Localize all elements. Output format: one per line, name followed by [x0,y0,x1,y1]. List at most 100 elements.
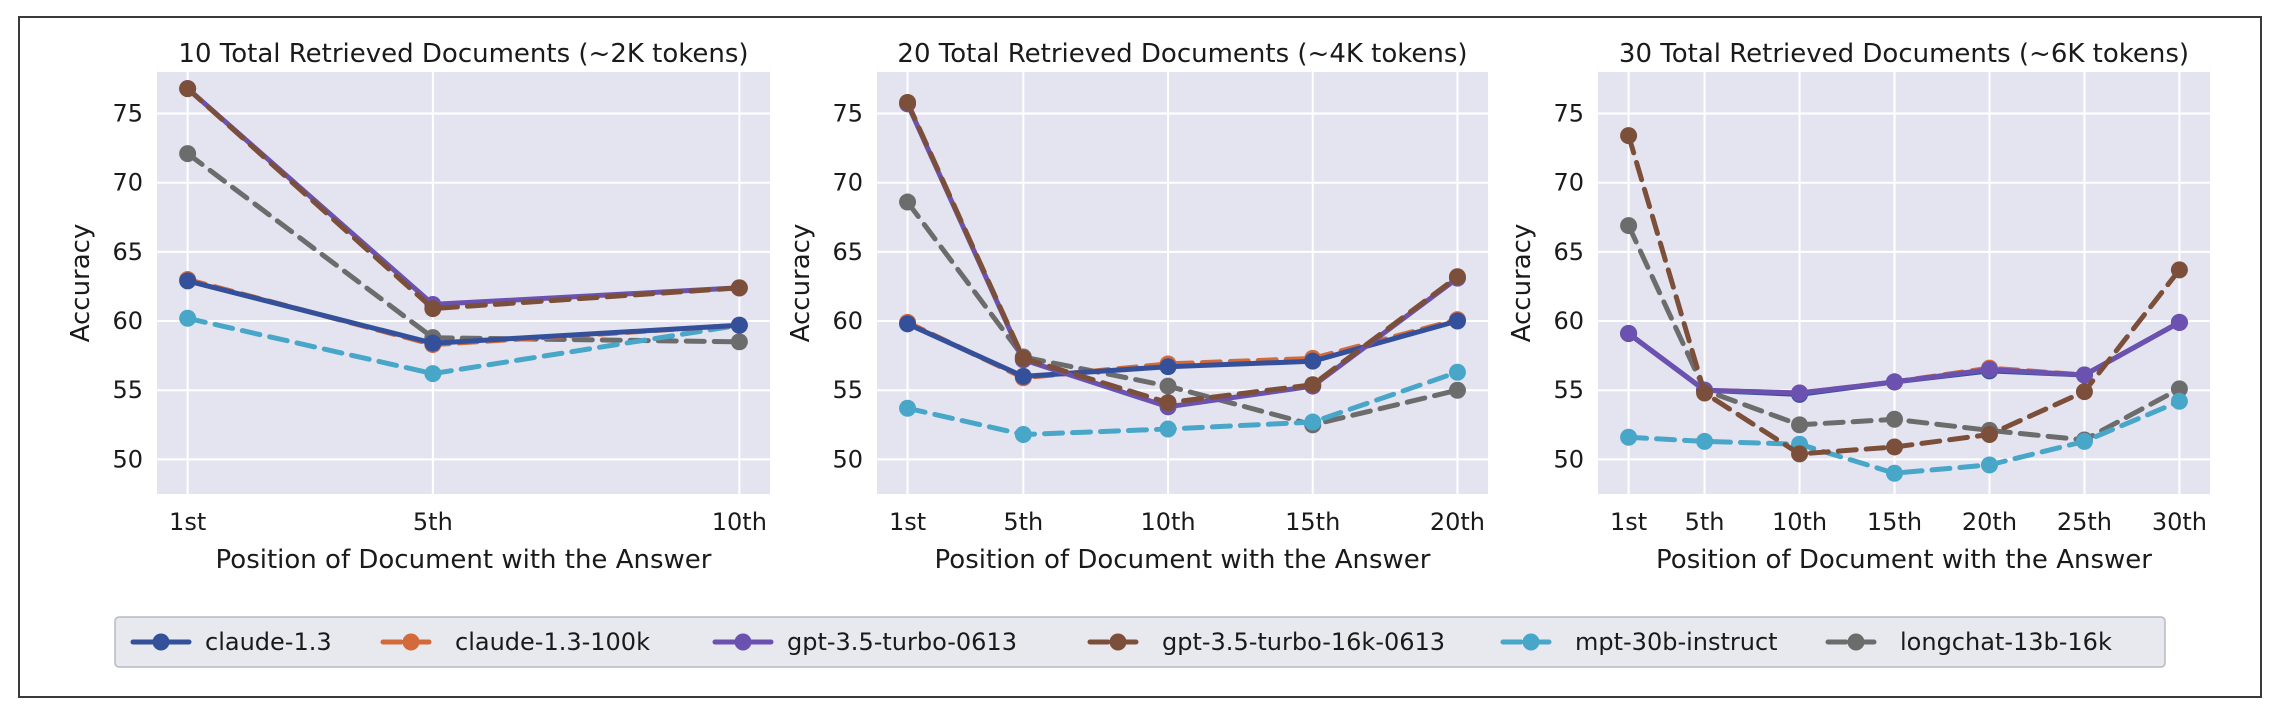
data-point-gpt-3-5-turbo-0613 [1886,373,1903,390]
data-point-longchat-13b-16k [1620,217,1637,234]
data-point-gpt-3-5-turbo-16k-0613 [179,80,196,97]
data-point-mpt-30b-instruct [1304,414,1321,431]
y-tick-label: 55 [1553,376,1584,404]
data-point-gpt-3-5-turbo-16k-0613 [1620,127,1637,144]
y-tick-label: 75 [832,100,863,128]
data-point-claude-1-3 [899,315,916,332]
legend-marker-mpt-30b-instruct [1523,634,1540,651]
x-tick-label: 15th [1867,508,1922,536]
data-point-claude-1-3 [1015,368,1032,385]
y-tick-label: 55 [832,376,863,404]
data-point-longchat-13b-16k [1886,411,1903,428]
data-point-gpt-3-5-turbo-16k-0613 [2171,261,2188,278]
data-point-mpt-30b-instruct [1015,426,1032,443]
y-tick-label: 70 [112,169,143,197]
x-tick-label: 1st [169,508,206,536]
data-point-mpt-30b-instruct [1620,429,1637,446]
data-point-claude-1-3 [179,272,196,289]
x-axis-label: Position of Document with the Answer [935,545,1431,575]
x-tick-label: 5th [1685,508,1725,536]
data-point-mpt-30b-instruct [1160,420,1177,437]
data-point-longchat-13b-16k [1791,416,1808,433]
panel-title: 10 Total Retrieved Documents (~2K tokens… [178,39,748,69]
data-point-gpt-3-5-turbo-0613 [1791,384,1808,401]
y-tick-label: 65 [1553,238,1584,266]
data-point-gpt-3-5-turbo-16k-0613 [899,94,916,111]
data-point-longchat-13b-16k [1160,378,1177,395]
data-point-gpt-3-5-turbo-16k-0613 [1160,394,1177,411]
legend-marker-gpt-3-5-turbo-16k-0613 [1110,634,1127,651]
x-tick-label: 10th [712,508,767,536]
y-tick-label: 75 [1553,100,1584,128]
data-point-mpt-30b-instruct [1886,465,1903,482]
x-axis-label: Position of Document with the Answer [216,545,712,575]
y-axis-label: Accuracy [786,224,816,343]
data-point-mpt-30b-instruct [1981,456,1998,473]
data-point-mpt-30b-instruct [2076,433,2093,450]
data-point-gpt-3-5-turbo-0613 [1620,325,1637,342]
y-tick-label: 60 [832,307,863,335]
y-tick-label: 60 [112,307,143,335]
y-tick-label: 65 [832,238,863,266]
data-point-mpt-30b-instruct [179,310,196,327]
x-tick-label: 5th [1003,508,1043,536]
data-point-claude-1-3 [1304,353,1321,370]
plot-background [1598,72,2210,494]
y-tick-label: 75 [112,100,143,128]
data-point-gpt-3-5-turbo-16k-0613 [731,279,748,296]
data-point-claude-1-3 [731,317,748,334]
legend-label-claude-1-3: claude-1.3 [205,628,332,656]
panel-2: 50 55 60 65 70 75 1st 5th 10th 15th 20th 20 Total R… [786,39,1488,575]
legend-label-claude-1-3-100k: claude-1.3-100k [455,628,650,656]
data-point-longchat-13b-16k [899,194,916,211]
data-point-claude-1-3 [424,335,441,352]
data-point-mpt-30b-instruct [2171,393,2188,410]
data-point-gpt-3-5-turbo-16k-0613 [1696,384,1713,401]
legend-marker-gpt-3-5-turbo-0613 [735,634,752,651]
data-point-longchat-13b-16k [1449,382,1466,399]
y-tick-label: 70 [832,169,863,197]
data-point-mpt-30b-instruct [1696,433,1713,450]
legend: claude-1.3 claude-1.3-100k gpt-3.5-turbo-0… [115,617,2165,667]
x-tick-label: 1st [889,508,926,536]
data-point-longchat-13b-16k [179,145,196,162]
data-point-gpt-3-5-turbo-16k-0613 [1791,445,1808,462]
legend-label-longchat-13b-16k: longchat-13b-16k [1900,628,2112,656]
x-tick-label: 1st [1610,508,1647,536]
data-point-mpt-30b-instruct [899,400,916,417]
data-point-gpt-3-5-turbo-16k-0613 [2076,383,2093,400]
data-point-claude-1-3 [1160,358,1177,375]
x-tick-label: 30th [2152,508,2207,536]
y-tick-label: 50 [112,445,143,473]
data-point-mpt-30b-instruct [1449,364,1466,381]
data-point-gpt-3-5-turbo-16k-0613 [1449,268,1466,285]
y-tick-label: 50 [832,445,863,473]
data-point-gpt-3-5-turbo-0613 [2171,314,2188,331]
x-tick-label: 10th [1772,508,1827,536]
data-point-gpt-3-5-turbo-16k-0613 [1886,438,1903,455]
x-axis-label: Position of Document with the Answer [1656,545,2152,575]
x-tick-label: 5th [413,508,453,536]
panel-title: 30 Total Retrieved Documents (~6K tokens… [1619,39,2189,69]
y-axis-label: Accuracy [66,224,96,343]
data-point-longchat-13b-16k [731,333,748,350]
data-point-gpt-3-5-turbo-16k-0613 [424,300,441,317]
panel-1: 50 55 60 65 70 75 1st 5th 10th 10 Total Retrieved… [66,39,770,575]
legend-label-mpt-30b-instruct: mpt-30b-instruct [1575,628,1778,656]
x-tick-label: 20th [1430,508,1485,536]
data-point-gpt-3-5-turbo-16k-0613 [1981,426,1998,443]
data-point-gpt-3-5-turbo-16k-0613 [1304,376,1321,393]
legend-marker-claude-1-3-100k [403,634,420,651]
data-point-gpt-3-5-turbo-0613 [1981,361,1998,378]
data-point-claude-1-3 [1449,313,1466,330]
legend-label-gpt-3-5-turbo-16k-0613: gpt-3.5-turbo-16k-0613 [1162,628,1445,656]
panel-title: 20 Total Retrieved Documents (~4K tokens… [897,39,1467,69]
y-tick-label: 70 [1553,169,1584,197]
x-tick-label: 15th [1285,508,1340,536]
y-tick-label: 60 [1553,307,1584,335]
y-tick-label: 50 [1553,445,1584,473]
panel-3: 50 55 60 65 70 75 1st 5th 10th 15th 20th 25th 30th 30… [1507,39,2210,575]
x-tick-label: 25th [2057,508,2112,536]
y-axis-label: Accuracy [1507,224,1537,343]
